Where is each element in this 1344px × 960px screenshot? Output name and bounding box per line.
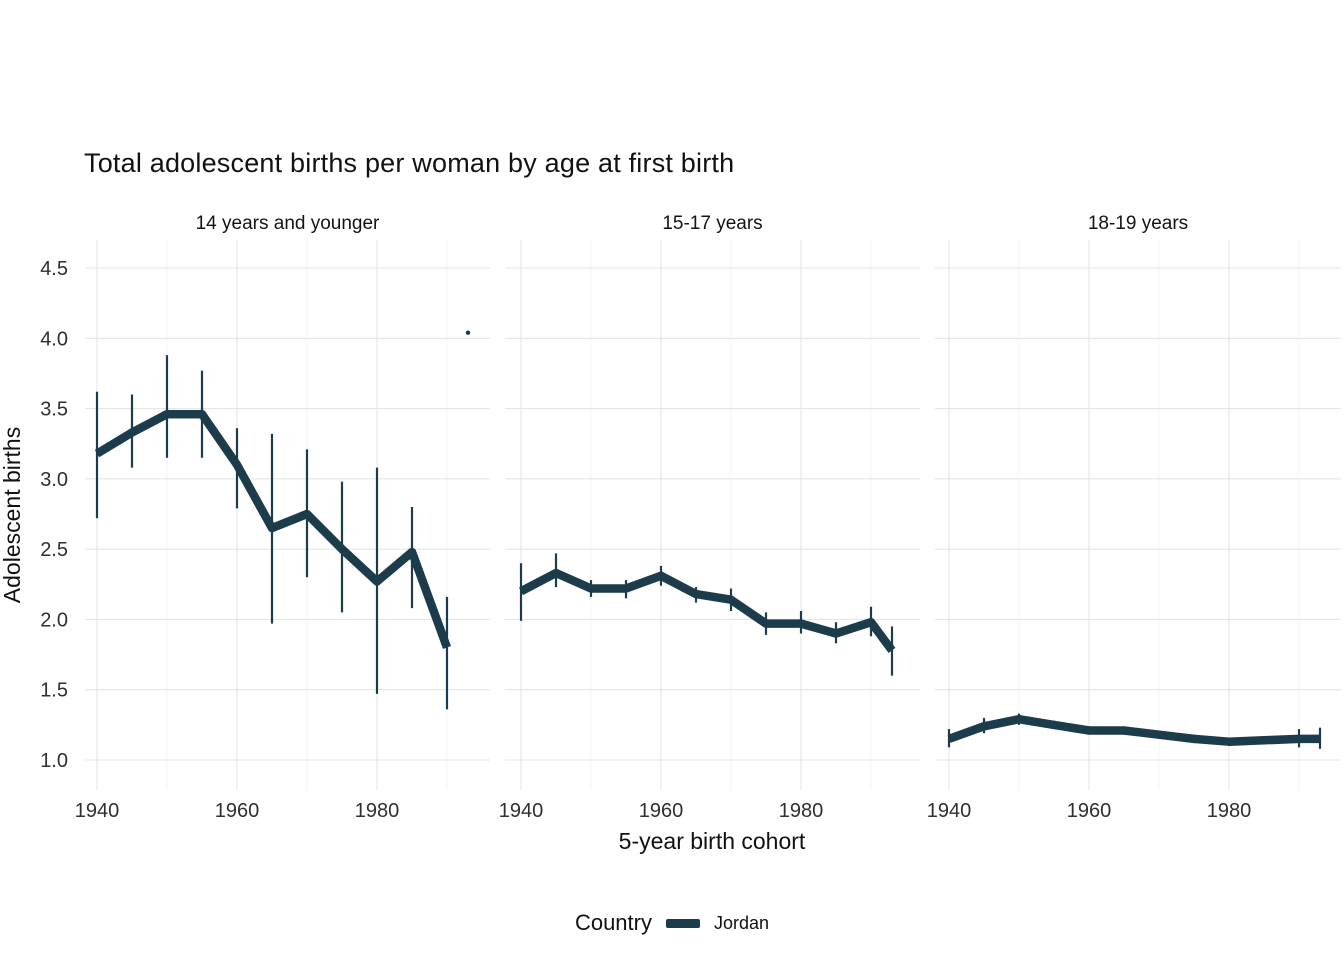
y-tick-label: 3.5 (40, 399, 68, 421)
outlier-point (465, 330, 471, 335)
x-tick-label: 1960 (1067, 800, 1112, 822)
x-tick-label: 1940 (927, 800, 972, 822)
legend-swatch-jordan (666, 918, 700, 928)
y-tick-label: 3.0 (40, 469, 68, 491)
y-axis-title: Adolescent births (0, 427, 25, 603)
x-tick-label: 1980 (779, 800, 824, 822)
x-tick-label: 1980 (355, 800, 400, 822)
y-tick-label: 4.5 (40, 258, 68, 280)
legend-title: Country (574, 910, 652, 935)
y-tick-label: 2.0 (40, 609, 68, 631)
facet-panel-0: 14 years and younger 1940 1960 1980 (75, 213, 490, 822)
x-tick-label: 1980 (1207, 800, 1252, 822)
x-tick-label: 1940 (75, 800, 120, 822)
facet-label: 14 years and younger (196, 213, 380, 234)
x-tick-label: 1960 (639, 800, 684, 822)
facet-panel-1: 15-17 years 1940 1960 1980 (499, 213, 920, 822)
x-tick-label: 1940 (499, 800, 544, 822)
y-tick-label: 1.5 (40, 680, 68, 702)
y-tick-label: 4.0 (40, 328, 68, 350)
x-axis-title: 5-year birth cohort (619, 828, 806, 854)
series-line-jordan (94, 409, 451, 649)
y-tick-label: 1.0 (40, 750, 68, 772)
facet-label: 15-17 years (662, 213, 762, 234)
legend-label-jordan: Jordan (714, 912, 770, 933)
facet-panel-2: 18-19 years 1940 1960 1980 (927, 213, 1341, 822)
x-tick-label: 1960 (215, 800, 260, 822)
chart-title: Total adolescent births per woman by age… (84, 148, 735, 178)
y-tick-label: 2.5 (40, 539, 68, 561)
series-line-jordan (519, 568, 896, 653)
legend: Country Jordan (0, 905, 1344, 941)
series-line-jordan (947, 714, 1320, 746)
facet-label: 18-19 years (1088, 213, 1188, 234)
